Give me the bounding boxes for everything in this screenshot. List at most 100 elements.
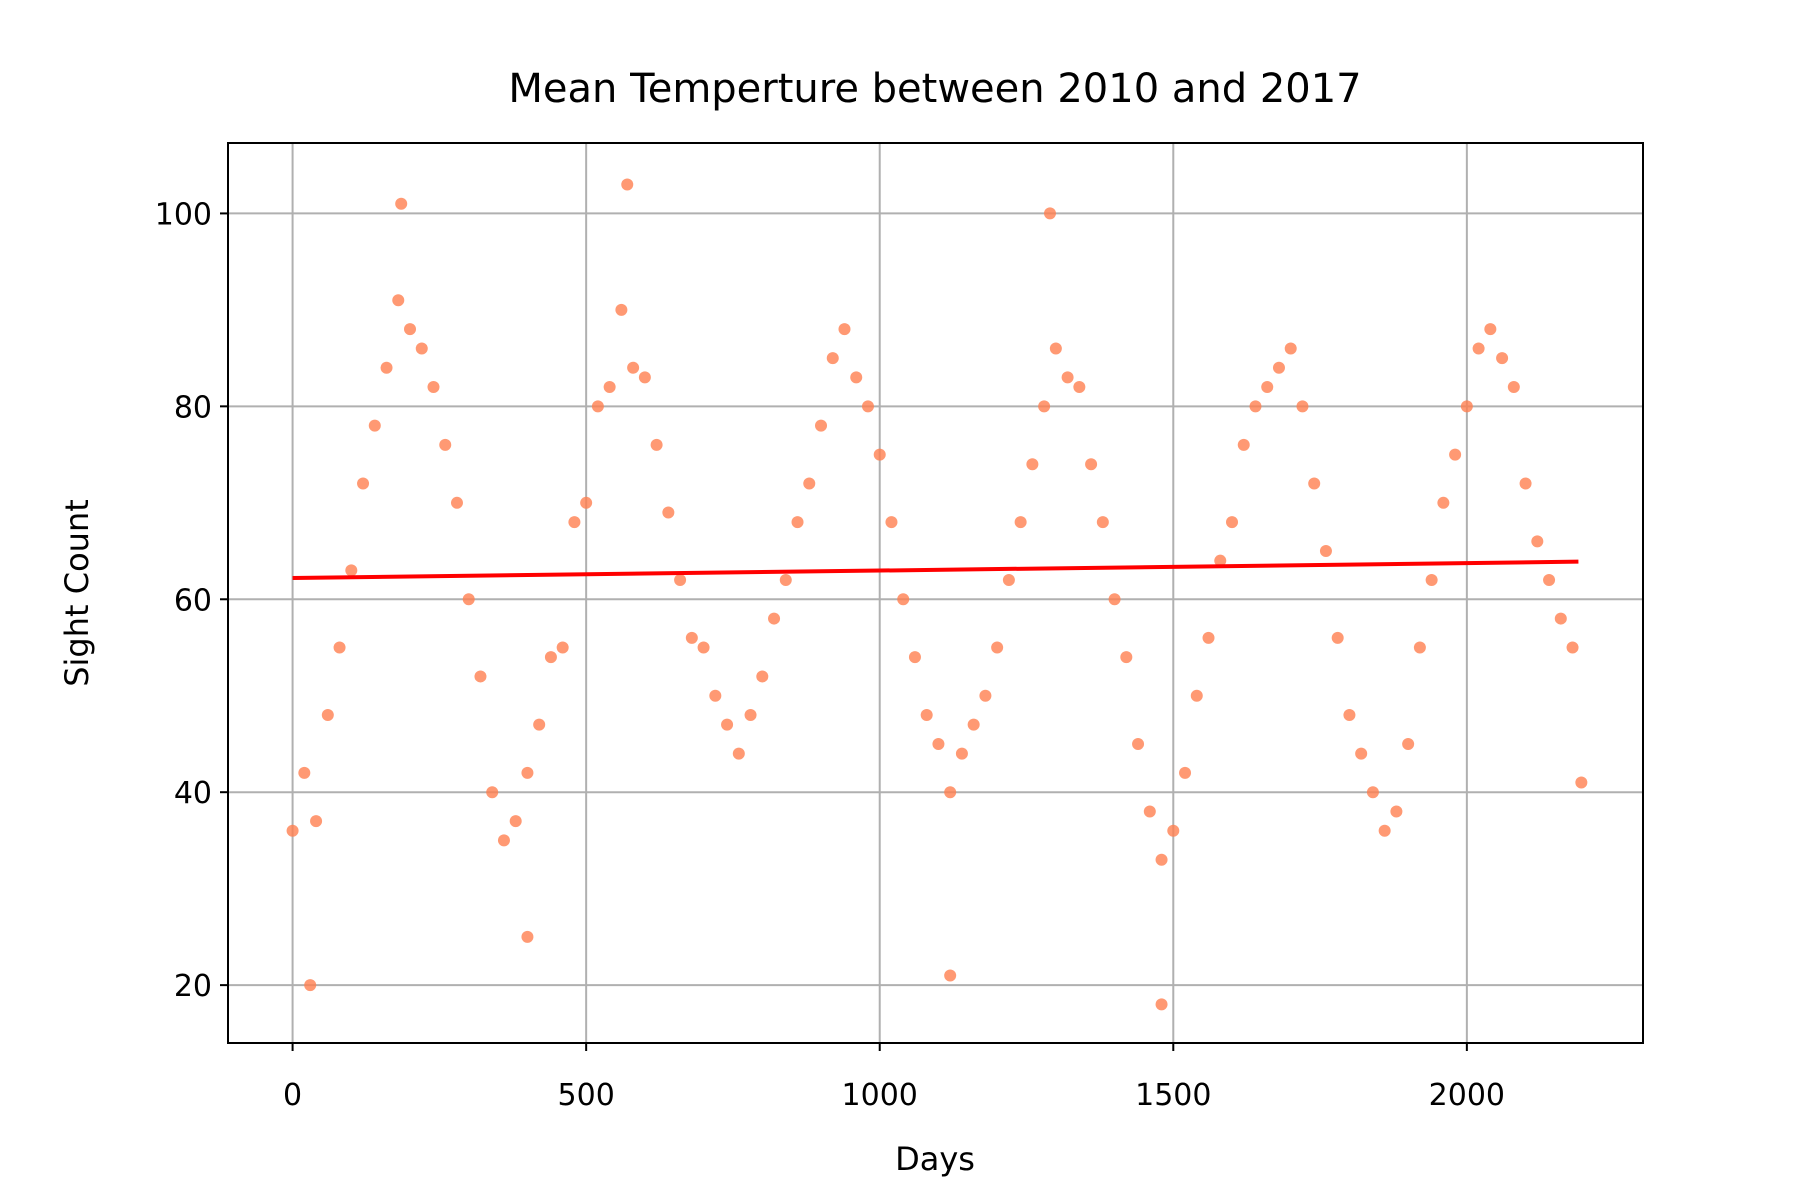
point xyxy=(627,361,640,374)
point xyxy=(415,342,428,355)
point xyxy=(603,381,616,394)
point xyxy=(1531,535,1544,548)
point xyxy=(1519,477,1532,490)
x-axis-label: Days xyxy=(895,1140,975,1178)
point xyxy=(944,969,957,982)
point xyxy=(1061,371,1074,384)
point xyxy=(298,766,311,779)
point xyxy=(521,930,534,943)
point xyxy=(1155,853,1168,866)
y-tick-label: 20 xyxy=(174,969,212,1004)
point xyxy=(439,438,452,451)
point xyxy=(1026,458,1039,471)
point xyxy=(1507,381,1520,394)
point xyxy=(1202,631,1215,644)
point xyxy=(615,303,628,316)
point xyxy=(803,477,816,490)
point xyxy=(1355,747,1368,760)
point xyxy=(709,689,722,702)
point xyxy=(650,438,663,451)
point xyxy=(1319,545,1332,558)
point xyxy=(1038,400,1051,413)
point xyxy=(395,197,408,210)
point xyxy=(1566,641,1579,654)
point xyxy=(744,709,757,722)
point xyxy=(1237,438,1250,451)
point xyxy=(380,361,393,374)
point xyxy=(1575,776,1588,789)
point xyxy=(1143,805,1156,818)
point xyxy=(967,718,980,731)
point xyxy=(850,371,863,384)
point xyxy=(462,593,475,606)
plot-frame xyxy=(227,142,1644,1044)
point xyxy=(621,178,634,191)
point xyxy=(908,651,921,664)
trend-line xyxy=(292,559,1579,581)
point xyxy=(392,294,405,307)
point xyxy=(321,709,334,722)
point xyxy=(544,651,557,664)
point xyxy=(1343,709,1356,722)
point xyxy=(861,400,874,413)
point xyxy=(732,747,745,760)
point xyxy=(1413,641,1426,654)
point xyxy=(1378,824,1391,837)
point xyxy=(991,641,1004,654)
point xyxy=(486,786,499,799)
point xyxy=(1120,651,1133,664)
point xyxy=(1554,612,1567,625)
point xyxy=(697,641,710,654)
point xyxy=(815,419,828,432)
point xyxy=(1226,516,1239,529)
point xyxy=(1284,342,1297,355)
point xyxy=(873,448,886,461)
point xyxy=(768,612,781,625)
point xyxy=(368,419,381,432)
y-tick-label: 100 xyxy=(155,197,212,232)
point xyxy=(721,718,734,731)
point xyxy=(979,689,992,702)
x-tick-label: 1500 xyxy=(1135,1078,1211,1113)
point xyxy=(1496,352,1509,365)
y-tick-label: 60 xyxy=(174,583,212,618)
point xyxy=(1132,737,1145,750)
point xyxy=(1085,458,1098,471)
point xyxy=(521,766,534,779)
point xyxy=(1249,400,1262,413)
point xyxy=(1108,593,1121,606)
point xyxy=(345,564,358,577)
point xyxy=(1437,496,1450,509)
point xyxy=(1167,824,1180,837)
point xyxy=(1049,342,1062,355)
point xyxy=(1460,400,1473,413)
point xyxy=(556,641,569,654)
point xyxy=(779,573,792,586)
point xyxy=(1002,573,1015,586)
point xyxy=(955,747,968,760)
point xyxy=(1296,400,1309,413)
point xyxy=(474,670,487,683)
point xyxy=(591,400,604,413)
point xyxy=(1155,998,1168,1011)
point xyxy=(885,516,898,529)
point xyxy=(1179,766,1192,779)
x-tick-label: 2000 xyxy=(1429,1078,1505,1113)
point xyxy=(1425,573,1438,586)
point xyxy=(450,496,463,509)
point xyxy=(920,709,933,722)
point xyxy=(1390,805,1403,818)
x-tick-label: 1000 xyxy=(842,1078,918,1113)
point xyxy=(286,824,299,837)
point xyxy=(791,516,804,529)
point xyxy=(1308,477,1321,490)
point xyxy=(1190,689,1203,702)
point xyxy=(638,371,651,384)
point xyxy=(357,477,370,490)
y-tick-label: 80 xyxy=(174,390,212,425)
point xyxy=(1261,381,1274,394)
point xyxy=(509,815,522,828)
point xyxy=(1073,381,1086,394)
y-tick-label: 40 xyxy=(174,776,212,811)
